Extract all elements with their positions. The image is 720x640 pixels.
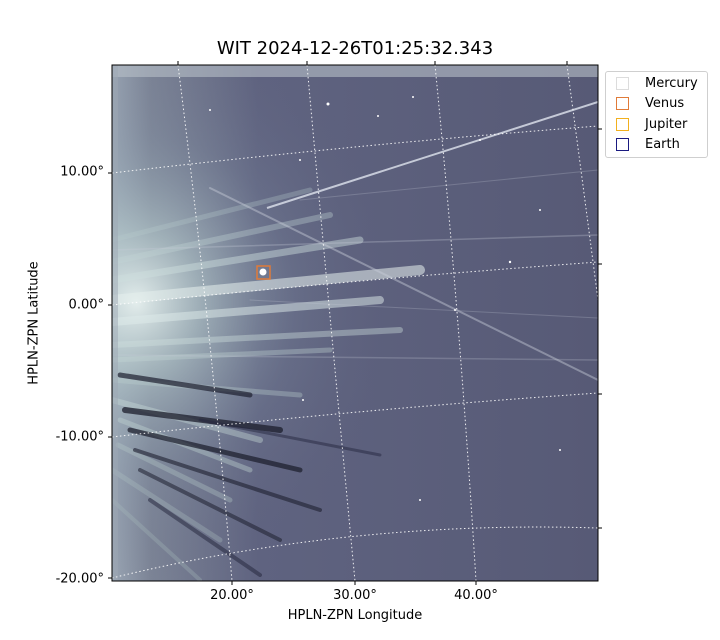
legend-item-venus: Venus xyxy=(616,95,684,111)
coordinate-grid xyxy=(112,65,598,581)
y-tick-label: 0.00° xyxy=(68,297,104,313)
top-edge-band xyxy=(112,65,598,77)
venus-marker xyxy=(256,265,271,280)
legend: Mercury Venus Jupiter Earth xyxy=(605,71,708,158)
legend-swatch xyxy=(616,96,629,110)
dark-streaks xyxy=(117,372,382,577)
bottom-ticks xyxy=(231,581,477,585)
venus-object xyxy=(259,268,267,276)
legend-item-mercury: Mercury xyxy=(616,75,698,91)
x-tick-label: 20.00° xyxy=(210,588,254,603)
y-tick-label: -20.00° xyxy=(55,571,104,587)
corona-glow xyxy=(112,65,598,581)
faint-streaks xyxy=(112,169,598,381)
legend-item-jupiter: Jupiter xyxy=(616,116,687,132)
legend-label: Mercury xyxy=(645,75,698,91)
stars xyxy=(209,96,561,501)
legend-label: Jupiter xyxy=(645,116,688,132)
bright-streamers xyxy=(112,187,425,581)
y-tick-label: 10.00° xyxy=(60,164,104,180)
plot-title: WIT 2024-12-26T01:25:32.343 xyxy=(216,38,494,59)
legend-label: Venus xyxy=(645,95,685,111)
left-ticks xyxy=(108,172,112,579)
right-ticks xyxy=(598,128,602,529)
legend-swatch xyxy=(616,137,629,151)
y-axis-label: HPLN-ZPN Latitude xyxy=(26,261,42,385)
x-axis-label: HPLN-ZPN Longitude xyxy=(287,608,423,623)
y-tick-label: -10.00° xyxy=(55,429,104,445)
legend-swatch xyxy=(616,117,629,131)
image-area xyxy=(112,65,598,581)
legend-swatch xyxy=(616,76,629,90)
bright-streak xyxy=(266,101,598,209)
legend-item-earth: Earth xyxy=(616,136,680,152)
x-tick-label: 40.00° xyxy=(454,588,498,603)
legend-label: Earth xyxy=(645,136,680,152)
x-tick-label: 30.00° xyxy=(333,588,377,603)
top-ticks xyxy=(177,61,568,65)
left-edge-band xyxy=(112,65,118,581)
